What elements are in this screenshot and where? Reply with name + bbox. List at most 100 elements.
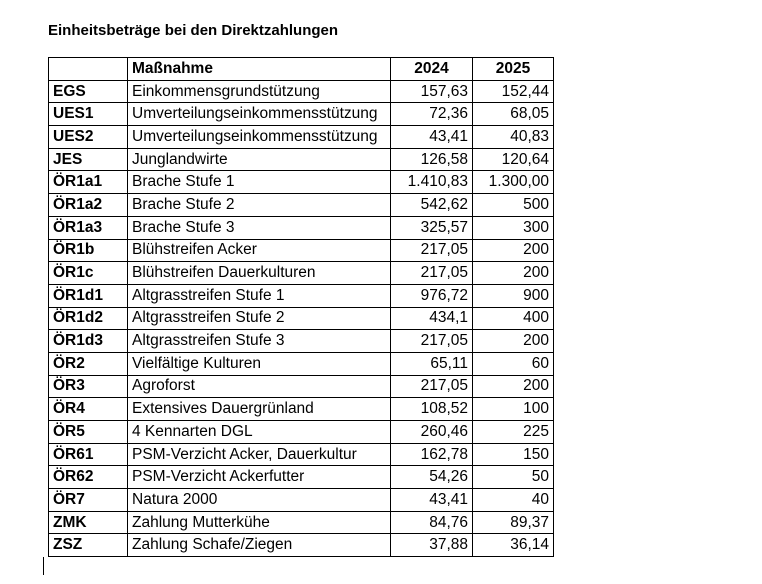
header-2024: 2024: [390, 57, 473, 81]
cell-2025: 200: [472, 374, 554, 399]
table-row: ÖR5 4 Kennarten DGL 260,46 225: [48, 420, 554, 444]
cell-2025: 1.300,00: [472, 170, 554, 195]
cell-2024: 1.410,83: [390, 170, 473, 195]
header-2025: 2025: [472, 57, 554, 81]
cell-code: ÖR4: [48, 397, 128, 421]
text-cursor: [43, 557, 44, 575]
table-row: ÖR7 Natura 2000 43,41 40: [48, 488, 554, 512]
cell-2025: 152,44: [472, 79, 554, 104]
cell-measure: 4 Kennarten DGL: [127, 420, 391, 444]
cell-2024: 72,36: [390, 102, 473, 127]
cell-2024: 434,1: [390, 306, 473, 331]
cell-2024: 84,76: [390, 510, 473, 535]
cell-2024: 37,88: [390, 533, 473, 558]
cell-code: ÖR5: [48, 420, 128, 444]
cell-measure: Altgrasstreifen Stufe 3: [127, 329, 391, 353]
cell-2024: 325,57: [390, 215, 473, 240]
cell-code: ZSZ: [48, 533, 128, 558]
header-code: [48, 57, 128, 81]
table-row: UES1 Umverteilungseinkommensstützung 72,36…: [48, 102, 554, 127]
table-row: ÖR62 PSM-Verzicht Ackerfutter 54,26 50: [48, 465, 554, 490]
document-title: Einheitsbeträge bei den Direktzahlungen: [48, 22, 339, 39]
cell-2024: 217,05: [390, 374, 473, 399]
cell-measure: PSM-Verzicht Ackerfutter: [127, 465, 391, 490]
table-row: ÖR1b Blühstreifen Acker 217,05 200: [48, 238, 554, 263]
cell-2024: 157,63: [390, 79, 473, 104]
table-row: JES Junglandwirte 126,58 120,64: [48, 147, 554, 172]
cell-code: ÖR1d2: [48, 306, 128, 331]
cell-2025: 200: [472, 261, 554, 285]
cell-measure: Umverteilungseinkommensstützung: [127, 102, 391, 127]
cell-2024: 108,52: [390, 397, 473, 421]
direct-payments-table: Maßnahme 2024 2025 EGS Einkommensgrundstü…: [48, 57, 554, 558]
cell-measure: Altgrasstreifen Stufe 1: [127, 283, 391, 308]
cell-measure: Brache Stufe 1: [127, 170, 391, 195]
cell-code: ÖR1b: [48, 238, 128, 263]
cell-2024: 217,05: [390, 329, 473, 353]
cell-2025: 60: [472, 351, 554, 376]
cell-code: ÖR61: [48, 442, 128, 467]
cell-2025: 900: [472, 283, 554, 308]
cell-measure: Blühstreifen Dauerkulturen: [127, 261, 391, 285]
cell-2025: 200: [472, 238, 554, 263]
cell-code: ÖR1d3: [48, 329, 128, 353]
cell-code: ÖR1a3: [48, 215, 128, 240]
cell-measure: Altgrasstreifen Stufe 2: [127, 306, 391, 331]
cell-measure: Brache Stufe 3: [127, 215, 391, 240]
cell-code: JES: [48, 147, 128, 172]
cell-2025: 300: [472, 215, 554, 240]
header-measure: Maßnahme: [127, 57, 391, 81]
cell-2024: 976,72: [390, 283, 473, 308]
cell-measure: Agroforst: [127, 374, 391, 399]
cell-code: ÖR1c: [48, 261, 128, 285]
cell-2025: 225: [472, 420, 554, 444]
cell-code: ÖR1a1: [48, 170, 128, 195]
cell-2024: 54,26: [390, 465, 473, 490]
table-row: ÖR1d2 Altgrasstreifen Stufe 2 434,1 400: [48, 306, 554, 331]
cell-2025: 68,05: [472, 102, 554, 127]
cell-code: ÖR3: [48, 374, 128, 399]
cell-code: ÖR1d1: [48, 283, 128, 308]
cell-code: ÖR62: [48, 465, 128, 490]
cell-measure: Einkommensgrundstützung: [127, 79, 391, 104]
table-row: ÖR2 Vielfältige Kulturen 65,11 60: [48, 351, 554, 376]
cell-2024: 65,11: [390, 351, 473, 376]
cell-code: ÖR7: [48, 488, 128, 512]
cell-2025: 100: [472, 397, 554, 421]
cell-2024: 217,05: [390, 261, 473, 285]
table-row: ÖR1a3 Brache Stufe 3 325,57 300: [48, 215, 554, 240]
table-header-row: Maßnahme 2024 2025: [48, 57, 554, 81]
cell-code: UES2: [48, 125, 128, 149]
cell-measure: Extensives Dauergrünland: [127, 397, 391, 421]
cell-2024: 43,41: [390, 125, 473, 149]
cell-2025: 120,64: [472, 147, 554, 172]
cell-measure: Zahlung Mutterkühe: [127, 510, 391, 535]
cell-2024: 126,58: [390, 147, 473, 172]
cell-2025: 400: [472, 306, 554, 331]
table-row: ÖR1d1 Altgrasstreifen Stufe 1 976,72 900: [48, 283, 554, 308]
cell-measure: Junglandwirte: [127, 147, 391, 172]
table-row: ÖR1d3 Altgrasstreifen Stufe 3 217,05 200: [48, 329, 554, 353]
cell-2025: 200: [472, 329, 554, 353]
cell-2025: 40,83: [472, 125, 554, 149]
table-row: ÖR1a2 Brache Stufe 2 542,62 500: [48, 193, 554, 217]
cell-2025: 89,37: [472, 510, 554, 535]
table-row: ZSZ Zahlung Schafe/Ziegen 37,88 36,14: [48, 533, 554, 558]
cell-measure: PSM-Verzicht Acker, Dauerkultur: [127, 442, 391, 467]
cell-measure: Natura 2000: [127, 488, 391, 512]
cell-2025: 500: [472, 193, 554, 217]
cell-2024: 162,78: [390, 442, 473, 467]
cell-2025: 150: [472, 442, 554, 467]
table-row: EGS Einkommensgrundstützung 157,63 152,44: [48, 79, 554, 104]
cell-code: EGS: [48, 79, 128, 104]
cell-2025: 50: [472, 465, 554, 490]
table-row: ÖR1c Blühstreifen Dauerkulturen 217,05 200: [48, 261, 554, 285]
cell-2024: 43,41: [390, 488, 473, 512]
cell-measure: Brache Stufe 2: [127, 193, 391, 217]
table-row: ZMK Zahlung Mutterkühe 84,76 89,37: [48, 510, 554, 535]
table-row: ÖR3 Agroforst 217,05 200: [48, 374, 554, 399]
table-row: ÖR4 Extensives Dauergrünland 108,52 100: [48, 397, 554, 421]
cell-measure: Zahlung Schafe/Ziegen: [127, 533, 391, 558]
cell-2025: 40: [472, 488, 554, 512]
table-row: ÖR61 PSM-Verzicht Acker, Dauerkultur 162,7…: [48, 442, 554, 467]
